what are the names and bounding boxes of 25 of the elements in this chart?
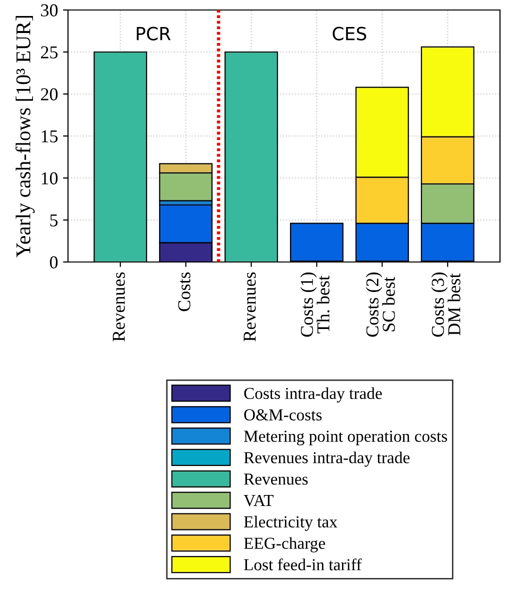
- x-tick-label: Costs (1) Th. best: [300, 272, 330, 337]
- y-tick-label: 5: [50, 214, 58, 226]
- y-tick-label: 25: [41, 46, 58, 58]
- legend-label: O&M-costs: [244, 409, 322, 420]
- y-tick-label: 0: [50, 256, 58, 268]
- legend-label: Electricity tax: [244, 516, 338, 531]
- x-tick-label: Revenues: [112, 272, 125, 342]
- y-axis-title: Yearly cash-flows [10³ EUR]: [16, 16, 35, 258]
- x-tick-label: Costs: [178, 272, 190, 312]
- y-tick-label: 20: [41, 88, 58, 100]
- legend-label: EEG-charge: [244, 537, 326, 552]
- y-tick-label: 30: [41, 4, 58, 16]
- x-tick-label: Costs (3) DM best: [431, 272, 460, 337]
- y-tick-label: 10: [42, 172, 58, 184]
- legend-label: VAT: [244, 494, 274, 506]
- annotation: PCR: [136, 26, 171, 40]
- legend-label: Revenues: [244, 474, 308, 485]
- x-tick-label: Revenues: [244, 272, 256, 342]
- x-tick-label: Costs (2) SC best: [366, 272, 395, 337]
- legend-label: Lost feed-in tariff: [244, 558, 362, 570]
- legend-label: Revenues intra-day trade: [244, 452, 410, 467]
- y-tick-label: 15: [42, 130, 58, 142]
- legend-label: Metering point operation costs: [244, 430, 448, 446]
- legend-label: Costs intra-day trade: [244, 387, 382, 402]
- annotation: CES: [332, 26, 366, 40]
